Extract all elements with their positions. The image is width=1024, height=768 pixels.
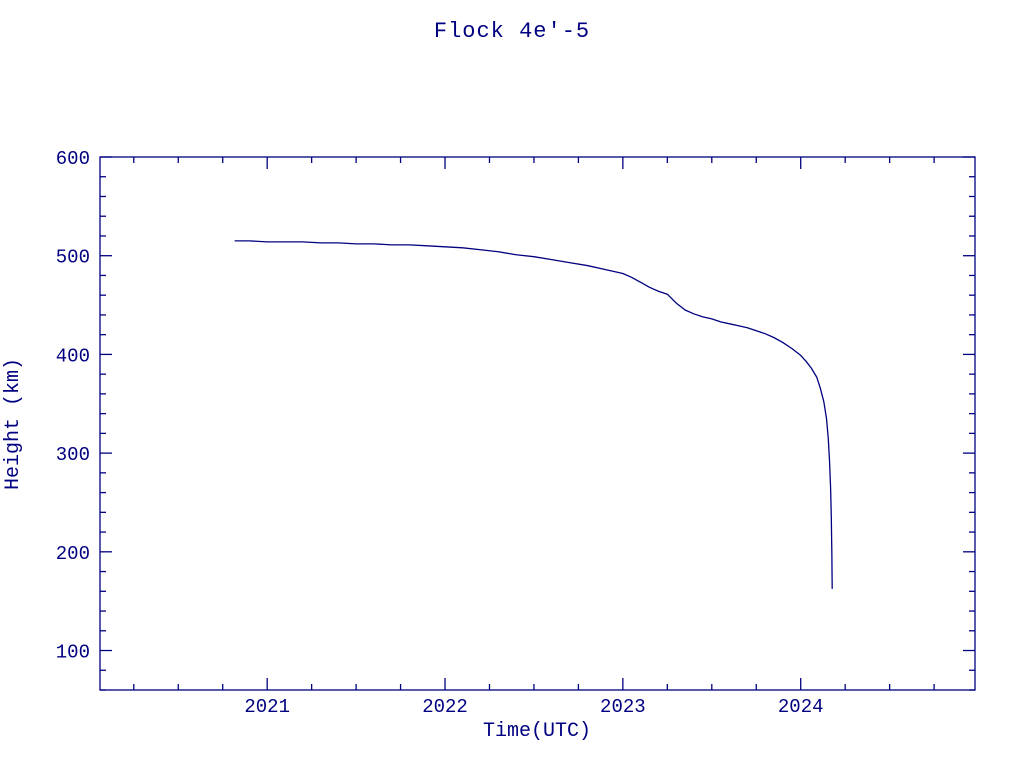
- y-tick-label: 400: [56, 345, 90, 367]
- x-axis-label: Time(UTC): [483, 720, 591, 743]
- y-tick-label: 500: [56, 247, 90, 269]
- x-tick-label: 2023: [600, 696, 646, 718]
- plot-frame: [99, 156, 976, 691]
- x-tick-label: 2021: [244, 696, 290, 718]
- x-tick-label: 2024: [778, 696, 824, 718]
- y-axis-label: Height (km): [2, 358, 25, 490]
- axes: 2021 2022 2023 2024 100 200 300 400 500 600: [56, 148, 976, 718]
- chart-title: Flock 4e'-5: [434, 19, 590, 44]
- x-tick-label: 2022: [422, 696, 468, 718]
- data-series: [234, 240, 833, 589]
- y-tick-label: 300: [56, 444, 90, 466]
- height-decay-line: [234, 240, 833, 589]
- y-tick-label: 600: [56, 148, 90, 170]
- y-tick-label: 100: [56, 642, 90, 664]
- y-tick-label: 200: [56, 543, 90, 565]
